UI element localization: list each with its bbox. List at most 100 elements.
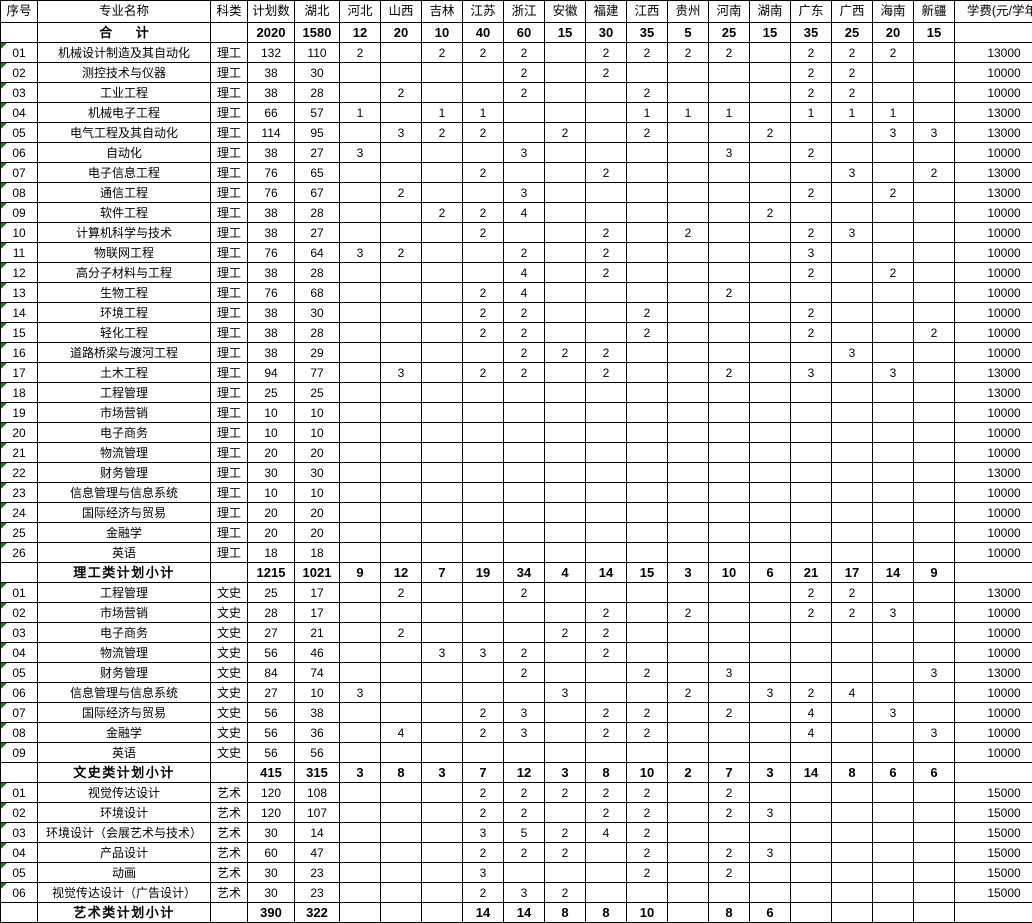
cell-shanxi [381,223,422,243]
cell-guangdong: 3 [791,243,832,263]
cell-fee: 13000 [955,583,1032,603]
cell-guangxi: 3 [832,163,873,183]
cell-hainan: 3 [873,703,914,723]
cell-hainan [873,343,914,363]
cell-jiangsu [463,403,504,423]
cell-plan: 10 [248,423,295,443]
cell-seq: 05 [1,863,38,883]
cell-henan: 2 [709,283,750,303]
cell-hubei: 10 [295,483,340,503]
cell-cat [211,763,248,783]
cell-jilin [422,463,463,483]
cell-anhui [545,163,586,183]
cell-hunan [750,703,791,723]
column-header-jiangsu: 江苏 [463,1,504,23]
cell-jilin [422,783,463,803]
cell-xinjiang: 3 [914,663,955,683]
cell-henan [709,163,750,183]
cell-anhui: 2 [545,623,586,643]
cell-hunan: 2 [750,123,791,143]
cell-fee: 13000 [955,463,1032,483]
cell-anhui [545,663,586,683]
cell-xinjiang [914,523,955,543]
cell-hubei: 77 [295,363,340,383]
cell-guizhou [668,383,709,403]
cell-xinjiang [914,83,955,103]
cell-hunan: 3 [750,683,791,703]
cell-fujian [586,183,627,203]
cell-xinjiang [914,63,955,83]
cell-plan: 1215 [248,563,295,583]
cell-major: 文史类计划小计 [38,763,211,783]
cell-hainan [873,503,914,523]
cell-guangxi [832,143,873,163]
cell-seq: 16 [1,343,38,363]
cell-guangdong: 14 [791,763,832,783]
cell-xinjiang: 2 [914,163,955,183]
cell-fee: 10000 [955,643,1032,663]
column-header-fee: 学费(元/学年) [955,1,1032,23]
cell-seq: 14 [1,303,38,323]
cell-fujian [586,283,627,303]
cell-hebei [340,523,381,543]
cell-zhejiang: 2 [504,363,545,383]
cell-hainan [873,583,914,603]
cell-zhejiang: 2 [504,783,545,803]
cell-fee: 10000 [955,503,1032,523]
cell-shanxi [381,883,422,903]
cell-guangxi: 3 [832,343,873,363]
cell-major: 高分子材料与工程 [38,263,211,283]
cell-guangdong [791,743,832,763]
cell-hubei: 28 [295,203,340,223]
cell-guangdong: 2 [791,63,832,83]
cell-xinjiang [914,623,955,643]
cell-zhejiang [504,123,545,143]
cell-guangdong [791,383,832,403]
cell-zhejiang [504,103,545,123]
cell-fee [955,903,1032,923]
cell-xinjiang [914,823,955,843]
cell-seq: 25 [1,523,38,543]
column-header-guangxi: 广西 [832,1,873,23]
cell-guangdong: 1 [791,103,832,123]
cell-guizhou [668,503,709,523]
cell-jiangsu [463,523,504,543]
cell-hunan [750,463,791,483]
cell-hainan [873,443,914,463]
column-header-guizhou: 贵州 [668,1,709,23]
column-header-hainan: 海南 [873,1,914,23]
cell-jiangsu: 3 [463,643,504,663]
column-header-hunan: 湖南 [750,1,791,23]
cell-xinjiang [914,223,955,243]
cell-fujian [586,863,627,883]
cell-seq: 05 [1,663,38,683]
cell-jiangxi: 10 [627,903,668,923]
cell-shanxi: 2 [381,623,422,643]
cell-xinjiang [914,263,955,283]
cell-guangdong [791,403,832,423]
cell-hubei: 68 [295,283,340,303]
cell-jilin [422,323,463,343]
cell-cat: 理工 [211,363,248,383]
cell-hebei [340,743,381,763]
cell-henan [709,343,750,363]
cell-hainan [873,843,914,863]
cell-plan: 56 [248,723,295,743]
cell-guangdong [791,903,832,923]
cell-fee: 13000 [955,183,1032,203]
cell-guizhou [668,863,709,883]
cell-guizhou [668,643,709,663]
cell-plan: 20 [248,523,295,543]
cell-seq: 02 [1,63,38,83]
cell-zhejiang [504,483,545,503]
cell-guangxi [832,303,873,323]
cell-major: 电子商务 [38,623,211,643]
